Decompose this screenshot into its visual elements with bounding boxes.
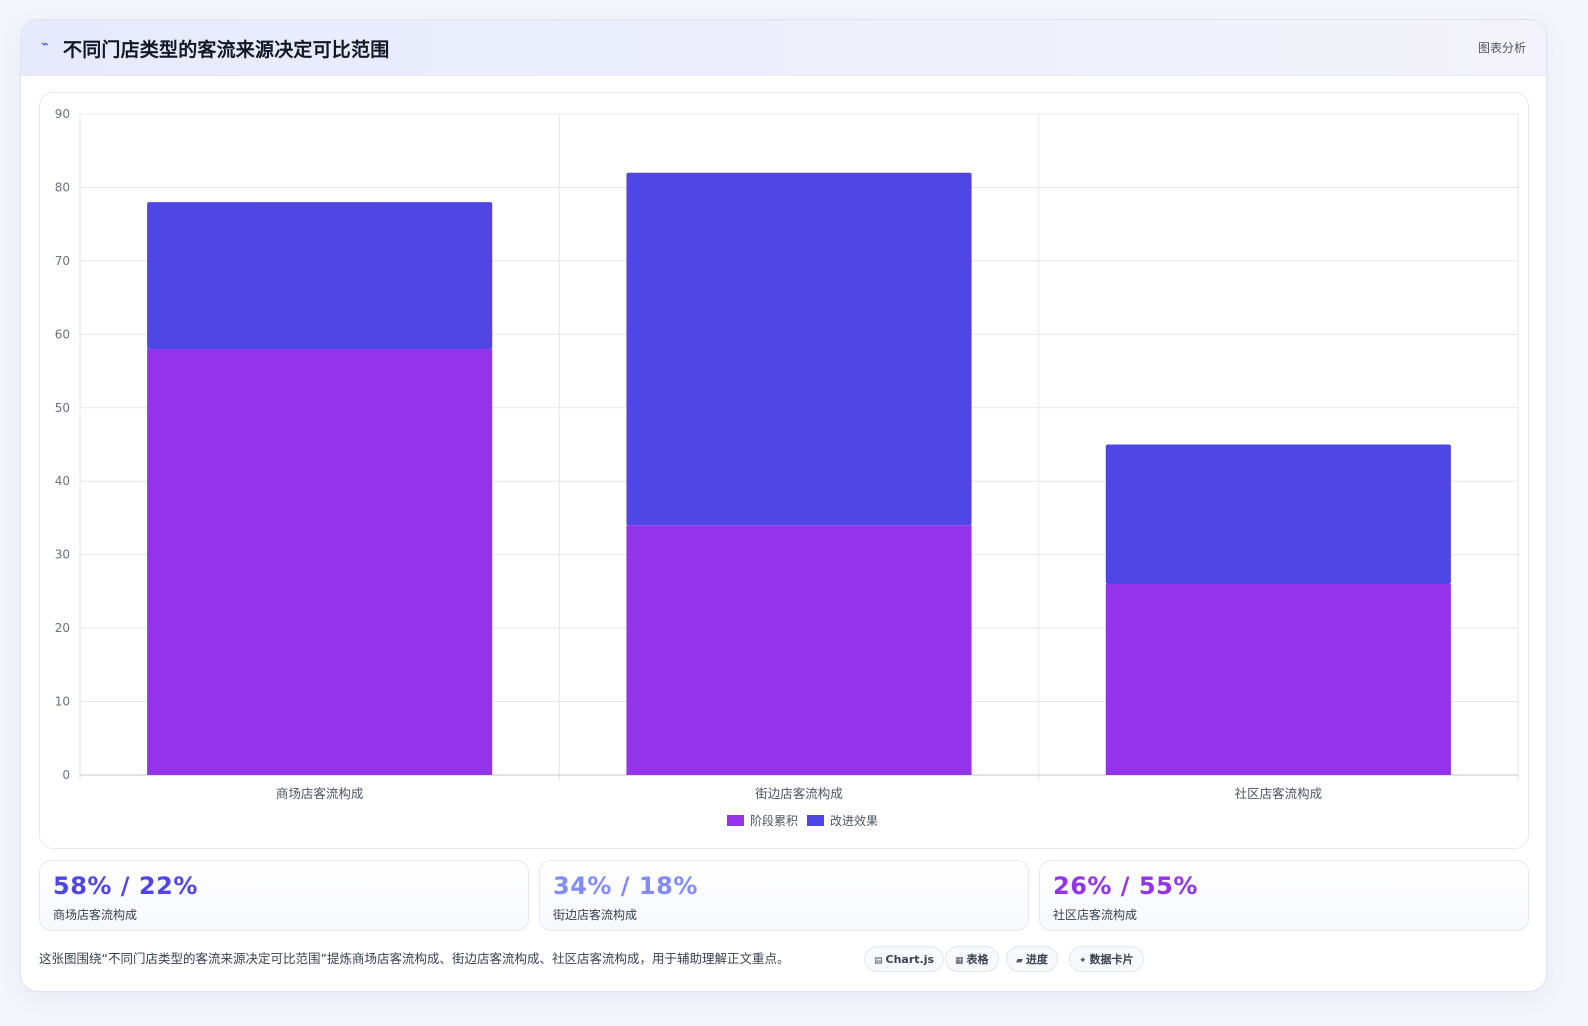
y-tick-label: 80 xyxy=(55,180,70,194)
y-tick-label: 40 xyxy=(55,474,70,488)
y-tick-label: 50 xyxy=(55,401,70,415)
chart-caption: 这张图围绕“不同门店类型的客流来源决定可比范围”提炼商场店客流构成、街边店客流构… xyxy=(39,951,790,966)
bar-segment xyxy=(626,172,972,526)
stat-label: 社区店客流构成 xyxy=(1053,908,1138,922)
chart-title: 不同门店类型的客流来源决定可比范围 xyxy=(63,39,390,61)
legend-swatch xyxy=(727,815,744,826)
y-tick-label: 70 xyxy=(55,254,70,268)
pill-chartjs[interactable]: ▤ Chart.js xyxy=(864,946,945,972)
legend-label: 阶段累积 xyxy=(750,813,798,828)
bar-segment xyxy=(147,349,493,775)
stat-label: 街边店客流构成 xyxy=(553,908,638,922)
chart-icon: ▤ xyxy=(874,956,883,966)
pill-label: 数据卡片 xyxy=(1089,953,1134,966)
sparkle-icon: ✦ xyxy=(1079,956,1087,966)
stat-label: 商场店客流构成 xyxy=(53,908,138,922)
pill-label: Chart.js xyxy=(885,953,935,966)
stat-card-street: 34% / 18% 街边店客流构成 xyxy=(539,860,1029,931)
progress-icon: ▰ xyxy=(1016,956,1023,966)
x-tick-label: 商场店客流构成 xyxy=(276,786,364,801)
y-tick-label: 60 xyxy=(55,327,70,341)
legend-swatch xyxy=(807,815,824,826)
y-tick-label: 0 xyxy=(62,768,70,782)
y-tick-label: 20 xyxy=(55,621,70,635)
stat-card-mall: 58% / 22% 商场店客流构成 xyxy=(39,860,529,931)
chart-card: ⌁ 不同门店类型的客流来源决定可比范围 图表分析 0 10 20 30 40 50 60 70… xyxy=(20,19,1547,992)
stat-value: 26% / 55% xyxy=(1053,872,1198,900)
pill-label: 表格 xyxy=(966,953,989,966)
stat-card-community: 26% / 55% 社区店客流构成 xyxy=(1039,860,1529,931)
y-tick-label: 10 xyxy=(55,695,70,709)
table-icon: ▦ xyxy=(955,956,964,966)
card-header: ⌁ 不同门店类型的客流来源决定可比范围 图表分析 xyxy=(21,20,1546,76)
bar-segment xyxy=(147,202,493,350)
pill-table[interactable]: ▦ 表格 xyxy=(945,946,999,972)
x-tick-label: 街边店客流构成 xyxy=(755,786,843,801)
pill-data-card[interactable]: ✦ 数据卡片 xyxy=(1069,946,1144,972)
bar-segment xyxy=(1105,584,1451,775)
y-tick-label: 30 xyxy=(55,548,70,562)
stat-value: 58% / 22% xyxy=(53,872,198,900)
stacked-bar-chart: 0 10 20 30 40 50 60 70 80 90 商场店客流构成 街边店客流构成 社区店客流构成… xyxy=(55,107,1519,828)
chart-analysis-link[interactable]: 图表分析 xyxy=(1477,41,1526,55)
x-tick-label: 社区店客流构成 xyxy=(1235,786,1323,801)
pill-progress[interactable]: ▰ 进度 xyxy=(1006,946,1058,972)
legend-label: 改进效果 xyxy=(830,813,878,828)
bar-segment xyxy=(626,525,972,775)
pill-label: 进度 xyxy=(1025,953,1048,966)
chart-area: 0 10 20 30 40 50 60 70 80 90 商场店客流构成 街边店客流构成 社区店客流构成… xyxy=(39,92,1529,849)
stat-value: 34% / 18% xyxy=(553,872,698,900)
sparkline-icon: ⌁ xyxy=(41,37,49,52)
bar-segment xyxy=(1105,444,1451,585)
y-tick-label: 90 xyxy=(55,107,70,121)
